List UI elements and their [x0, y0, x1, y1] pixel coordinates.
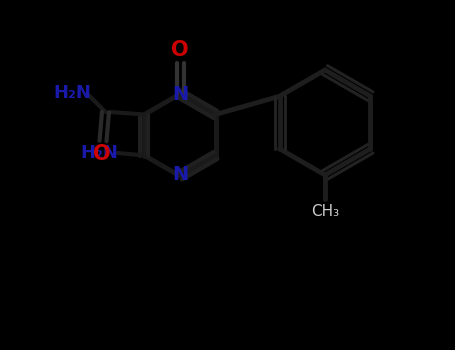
Text: CH₃: CH₃	[311, 204, 339, 219]
Text: H₂N: H₂N	[81, 144, 118, 162]
Text: H₂N: H₂N	[53, 84, 91, 102]
Text: N: N	[172, 166, 188, 184]
Text: N: N	[172, 85, 188, 105]
Text: O: O	[93, 144, 111, 164]
Text: O: O	[171, 40, 189, 60]
